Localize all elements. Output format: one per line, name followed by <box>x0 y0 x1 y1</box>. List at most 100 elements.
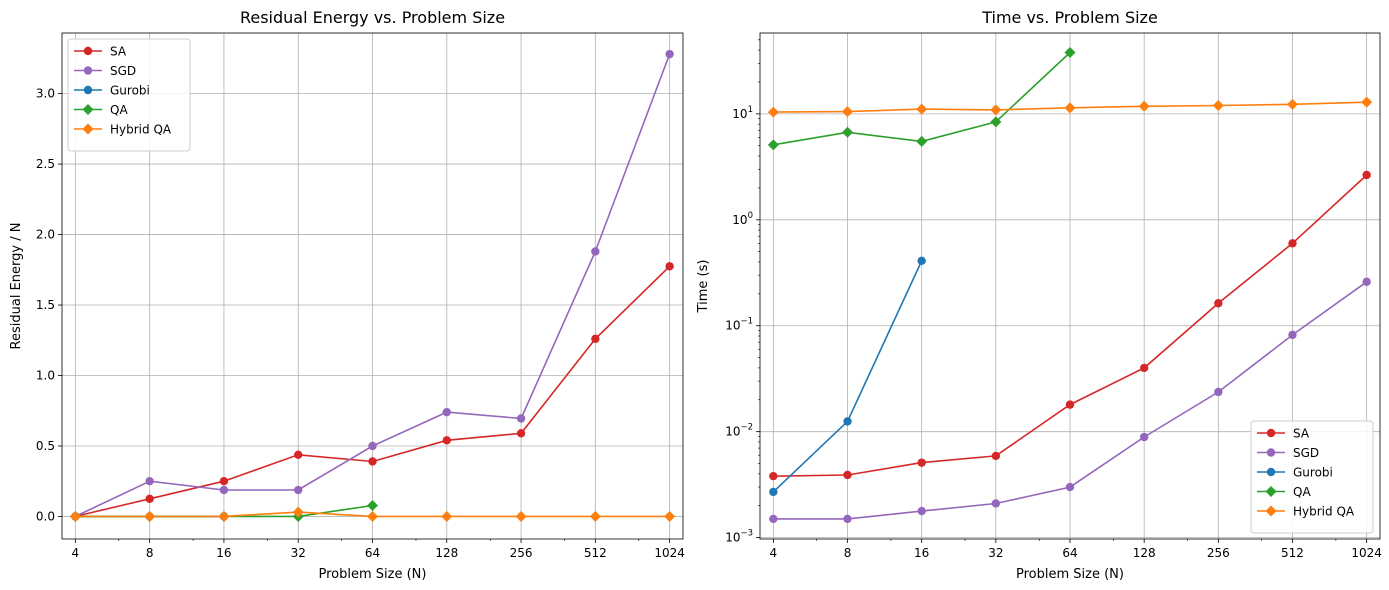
time-legend-item: SGD <box>1257 446 1319 460</box>
residual-x-tick-label: 16 <box>216 546 231 560</box>
time-point-qa <box>990 116 1002 128</box>
time-point-sgd <box>1362 277 1371 286</box>
residual-point-sgd <box>145 477 154 486</box>
time-point-sgd <box>1065 482 1075 492</box>
time-point-hybrid-qa <box>842 106 854 118</box>
residual-point-sgd <box>665 49 674 59</box>
time-point-hybrid-qa <box>916 103 928 115</box>
time-series-gurobi <box>769 256 926 497</box>
residual-point-sa <box>516 429 526 438</box>
time-x-tick-label: 32 <box>988 546 1003 560</box>
time-point-hybrid-qa <box>990 104 1002 116</box>
time-x-tick-label: 64 <box>1062 546 1077 560</box>
time-point-sa <box>991 451 1001 461</box>
residual-point-hybrid-qa <box>589 510 601 522</box>
time-point-sa <box>917 458 926 467</box>
residual-point-hybrid-qa <box>664 510 676 522</box>
time-point-sgd <box>1139 432 1149 442</box>
residual-x-tick-label: 32 <box>291 546 306 560</box>
residual-ticks: 4 8 16 32 64 128 256 512 1024 0.0 0.5 1.0 1.5 2.0 2.5 3… <box>36 87 685 560</box>
residual-point-sgd <box>219 485 229 495</box>
residual-x-tick-label: 1024 <box>654 546 685 560</box>
time-point-sgd <box>769 514 778 524</box>
residual-y-tick-label: 1.0 <box>36 369 55 383</box>
residual-legend-item: Hybrid QA <box>74 123 172 137</box>
residual-point-sgd <box>591 247 600 256</box>
residual-legend-label: Hybrid QA <box>110 123 172 137</box>
residual-x-tick-label: 256 <box>510 546 533 560</box>
time-series-sgd <box>769 277 1371 524</box>
time-x-tick-label: 256 <box>1207 546 1230 560</box>
residual-y-tick-label: 2.5 <box>36 157 55 171</box>
time-point-qa <box>767 139 779 151</box>
time-point-gurobi <box>843 417 852 426</box>
time-ticks: 4 8 16 32 64 128 256 512 1024 10−3 10−2 10−1 100 101 <box>725 39 1382 560</box>
time-series-sa <box>769 170 1371 481</box>
time-point-gurobi <box>917 256 926 266</box>
residual-point-sgd <box>516 414 526 423</box>
residual-point-hybrid-qa <box>218 510 230 522</box>
time-point-sa <box>1362 170 1371 180</box>
time-chart-title: Time vs. Problem Size <box>981 8 1158 27</box>
residual-legend-label: Gurobi <box>110 84 150 98</box>
residual-y-tick-label: 0.0 <box>36 509 55 523</box>
time-legend-item: SA <box>1257 427 1310 441</box>
residual-legend-item: SA <box>74 45 127 59</box>
time-point-hybrid-qa <box>1286 98 1298 110</box>
time-point-sa <box>843 470 852 480</box>
time-legend-label: Hybrid QA <box>1293 505 1355 519</box>
time-legend-item: Gurobi <box>1257 466 1333 480</box>
time-x-tick-label: 128 <box>1133 546 1156 560</box>
time-point-hybrid-qa <box>767 106 779 118</box>
time-y-tick-label: 101 <box>732 105 753 121</box>
residual-legend-label: QA <box>110 103 128 117</box>
time-point-hybrid-qa <box>1361 96 1373 108</box>
residual-legend-item: QA <box>74 103 128 117</box>
time-legend-marker-hybrid-qa <box>1265 505 1277 517</box>
time-series-hybrid-qa <box>767 96 1373 118</box>
residual-y-tick-label: 0.5 <box>36 439 55 453</box>
time-x-tick-label: 512 <box>1281 546 1304 560</box>
time-x-tick-label: 1024 <box>1351 546 1382 560</box>
time-point-gurobi <box>769 487 778 497</box>
residual-legend-marker-sgd <box>83 66 93 75</box>
time-legend-label: Gurobi <box>1293 466 1333 480</box>
residual-y-tick-label: 2.0 <box>36 228 55 242</box>
time-legend-marker-sa <box>1266 428 1276 438</box>
residual-series <box>69 49 676 522</box>
time-x-tick-label: 8 <box>844 546 852 560</box>
time-point-sa <box>1065 400 1075 409</box>
residual-y-tick-label: 1.5 <box>36 298 55 312</box>
time-legend-label: SA <box>1293 427 1310 441</box>
residual-point-sa <box>591 334 600 344</box>
residual-grid <box>62 33 683 539</box>
time-x-axis-label: Problem Size (N) <box>1016 567 1124 582</box>
residual-legend-marker-sa <box>83 46 93 56</box>
residual-point-sgd <box>368 441 377 451</box>
time-x-tick-label: 4 <box>770 546 778 560</box>
residual-x-axis-label: Problem Size (N) <box>319 567 427 582</box>
residual-point-sa <box>145 494 154 504</box>
residual-point-sgd <box>294 485 303 495</box>
time-point-sgd <box>1288 330 1297 340</box>
residual-point-hybrid-qa <box>69 510 81 522</box>
residual-legend-marker-hybrid-qa <box>82 123 94 135</box>
residual-series-hybrid-qa <box>69 506 676 522</box>
time-y-tick-label: 10−2 <box>725 423 753 439</box>
time-legend-box <box>1250 420 1374 534</box>
time-point-sa <box>769 471 778 481</box>
residual-y-tick-label: 3.0 <box>36 87 55 101</box>
residual-chart-title: Residual Energy vs. Problem Size <box>240 8 505 27</box>
residual-point-sa <box>219 477 229 486</box>
time-point-sa <box>1288 239 1297 248</box>
time-legend-item: QA <box>1257 485 1311 499</box>
time-point-qa <box>842 126 854 138</box>
residual-legend-marker-qa <box>82 104 94 115</box>
residual-point-sgd <box>442 407 451 417</box>
residual-point-hybrid-qa <box>144 510 156 522</box>
time-legend-marker-sgd <box>1266 448 1276 457</box>
residual-x-tick-label: 128 <box>435 546 458 560</box>
residual-point-hybrid-qa <box>515 510 527 522</box>
residual-legend-label: SA <box>110 45 127 59</box>
